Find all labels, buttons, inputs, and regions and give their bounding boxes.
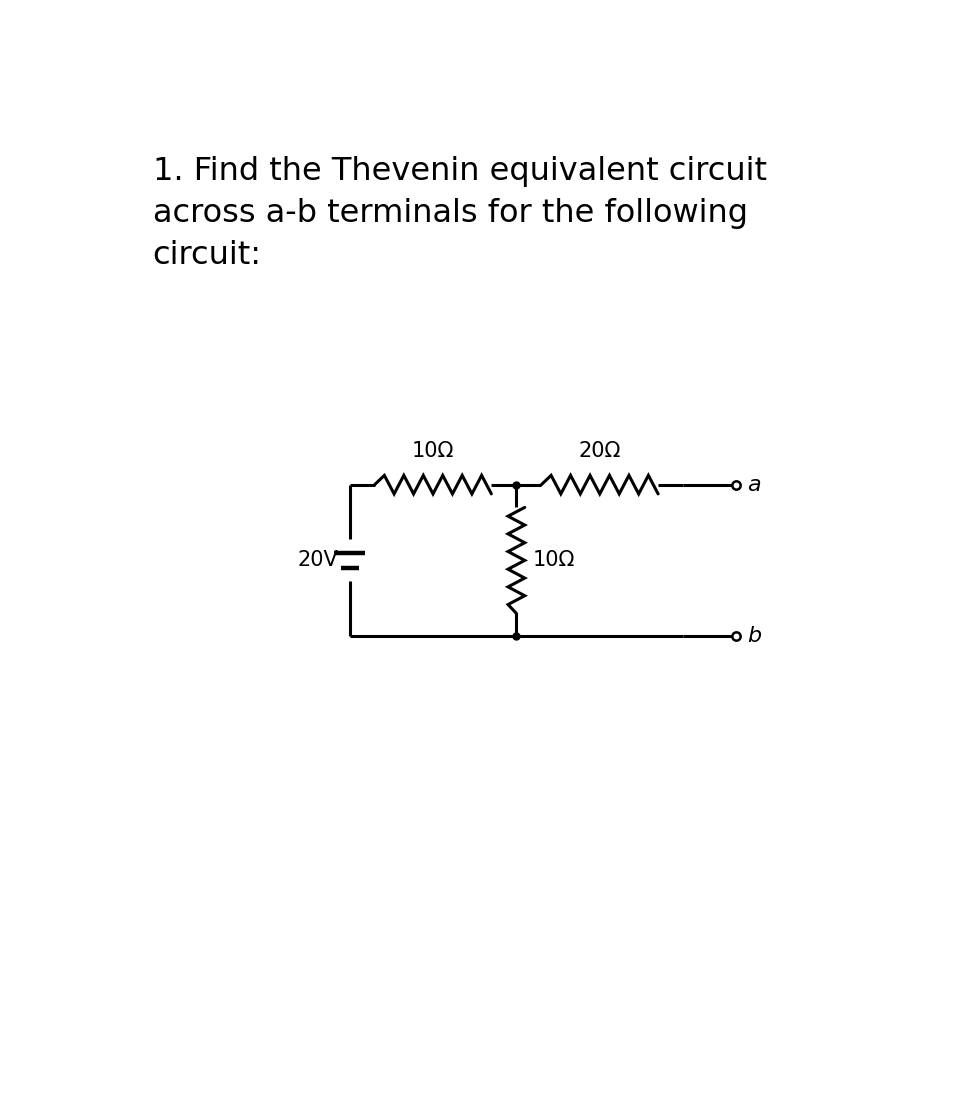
Text: 20V: 20V [297,551,338,571]
Text: a: a [746,474,760,495]
Text: 20Ω: 20Ω [578,442,620,461]
Text: 10Ω: 10Ω [411,442,453,461]
Text: 1. Find the Thevenin equivalent circuit
across a-b terminals for the following
c: 1. Find the Thevenin equivalent circuit … [152,156,766,271]
Text: 10Ω: 10Ω [532,551,574,571]
Text: b: b [746,626,761,646]
